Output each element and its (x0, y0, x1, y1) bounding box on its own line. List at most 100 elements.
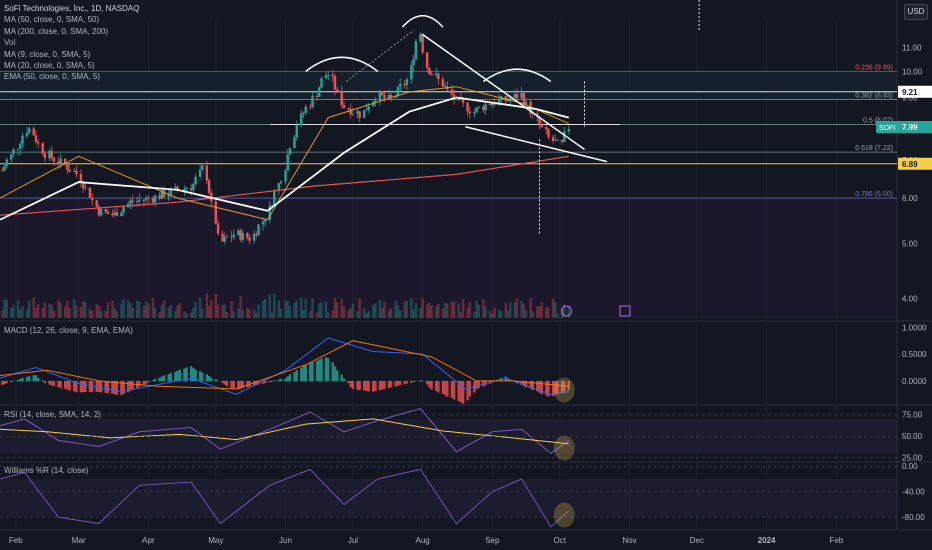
macd-histogram-bar (443, 380, 447, 396)
volume-bar (347, 310, 350, 318)
volume-bar (189, 312, 193, 318)
volume-bar (428, 302, 431, 318)
rsi-ma-line (0, 418, 569, 445)
candle-body (412, 58, 415, 66)
volume-bar (37, 304, 40, 318)
time-axis[interactable]: Feb Mar Apr May Jun Jul Aug Sep Oct Nov Dec 2024 Feb (9, 536, 844, 545)
left-shoulder-arc (305, 56, 379, 72)
currency-button[interactable]: USD (904, 4, 928, 20)
candle-body (135, 200, 139, 202)
candle-body (327, 74, 330, 76)
macd-histogram-bar (113, 380, 116, 395)
candle-body (106, 211, 110, 214)
volume-bar (304, 298, 307, 318)
candle-body (241, 233, 244, 240)
candle-body (491, 103, 494, 106)
volume-bar (484, 306, 487, 318)
volume-bar (223, 304, 227, 318)
candle-body (477, 106, 481, 108)
volume-bar (554, 302, 557, 318)
highlight-circle (553, 502, 575, 528)
legend-ma200[interactable]: MA (200, close, 0, SMA, 200) (4, 26, 109, 36)
macd-histogram-bar (144, 380, 148, 384)
macd-histogram-bar (536, 380, 539, 392)
macd-histogram-bar (450, 380, 454, 399)
macd-histogram-bar (5, 380, 8, 384)
volume-bar (111, 300, 114, 318)
candle-body (403, 83, 406, 86)
macd-histogram-bar (43, 380, 47, 384)
line-6-89-badge-bg (898, 157, 932, 170)
volume-bar (210, 300, 213, 318)
legend-ma50[interactable]: MA (50, close, 0, SMA, 50) (4, 15, 100, 25)
williams-r-tick: -40.00 (902, 488, 925, 497)
dividend-marker (561, 305, 573, 317)
last-price-badge: 7.99 (902, 123, 918, 132)
macd-histogram-bar (174, 371, 177, 382)
drawing-annotations[interactable] (305, 0, 700, 317)
candle-body (270, 205, 274, 207)
volume-bar (371, 305, 375, 318)
candle-body (410, 65, 413, 80)
candle-body (81, 181, 85, 189)
volume-bar (536, 306, 539, 318)
price-tick: 10.00 (902, 67, 923, 76)
macd-legend[interactable]: MACD (12, 26, close, 9, EMA, EMA) (4, 326, 133, 335)
volume-bar (452, 301, 456, 318)
macd-histogram-bar (336, 370, 339, 382)
candle-body (111, 213, 114, 216)
price-axis[interactable]: 4.005.006.007.008.009.0010.0011.001.0000… (876, 44, 932, 523)
macd-histogram-bar (540, 380, 543, 394)
macd-histogram-bar (383, 380, 386, 389)
volume-bar (538, 306, 541, 318)
candle-body (434, 73, 438, 76)
williams-r-legend[interactable]: Williams %R (14, close) (4, 466, 89, 475)
williams-r-pane (0, 465, 897, 528)
time-tick: Jul (348, 536, 358, 545)
candle-body (183, 188, 186, 191)
volume-bar (331, 310, 334, 318)
volume-bar (75, 305, 78, 318)
candle-body (10, 154, 13, 160)
volume-bar (333, 298, 337, 318)
volume-bar (419, 307, 422, 318)
volume-bar (342, 306, 346, 318)
volume-bar (500, 311, 503, 318)
volume-bar (225, 311, 229, 318)
volume-bar (135, 300, 139, 318)
macd-tick: 0.0000 (902, 377, 927, 386)
fib-zone-0786 (0, 198, 897, 318)
volume-bar (315, 312, 319, 318)
candle-body (288, 147, 292, 155)
candle-body (428, 68, 431, 75)
candle-body (79, 174, 83, 182)
candle-body (225, 236, 229, 238)
right-shoulder-arc (482, 68, 552, 83)
legend-vol[interactable]: Vol (4, 38, 16, 48)
candle-body (551, 136, 555, 141)
macd-histogram-bar (468, 380, 472, 397)
candle-body (57, 161, 60, 164)
candle-body (230, 236, 233, 238)
volume-bar (468, 301, 472, 318)
line-6-89-badge: 6.89 (902, 160, 918, 169)
volume-bar (529, 298, 532, 318)
volume-bar (66, 301, 69, 318)
legend-ema50[interactable]: EMA (50, close, 0, SMA, 5) (4, 72, 101, 82)
candle-body (90, 198, 94, 201)
candle-body (185, 188, 188, 190)
rsi-legend[interactable]: RSI (14, close, SMA, 14, 2) (4, 410, 101, 419)
legend-ma20[interactable]: MA (20, close, 0, SMA, 5) (4, 60, 95, 70)
macd-histogram-bar (403, 380, 406, 385)
wedge-upper-trendline (422, 33, 585, 151)
macd-histogram-bar (484, 380, 487, 386)
legend-ma9[interactable]: MA (9, close, 0, SMA, 5) (4, 49, 91, 59)
volume-bar (28, 300, 31, 318)
candle-body (88, 187, 92, 199)
candle-body (122, 207, 125, 213)
candle-body (383, 94, 386, 99)
candle-body (419, 33, 422, 42)
candle-body (560, 139, 564, 142)
volume-bar (349, 307, 352, 318)
